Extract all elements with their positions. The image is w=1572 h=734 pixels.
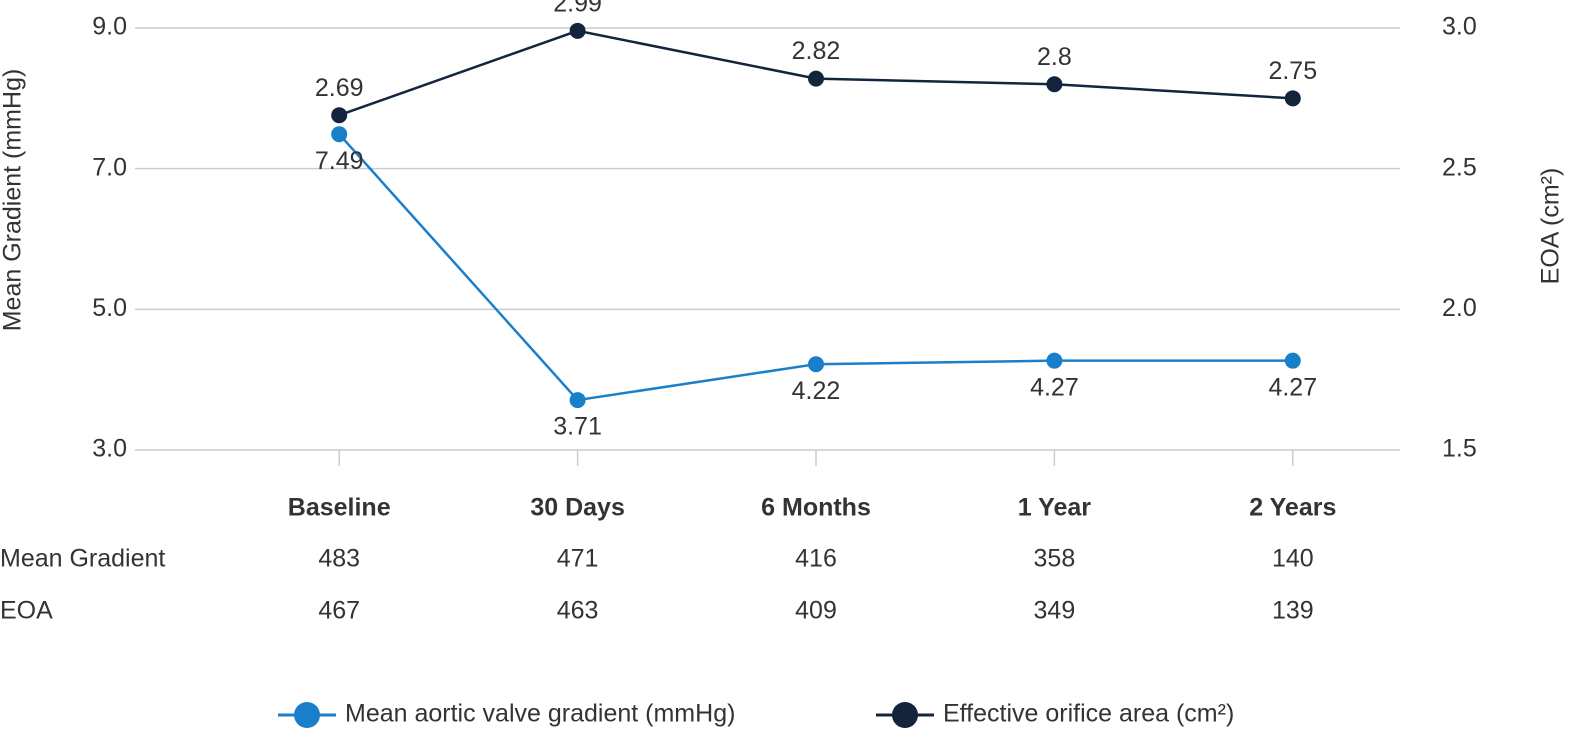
point bbox=[808, 70, 824, 87]
data-label: 2.99 bbox=[553, 0, 602, 17]
table-cell: 409 bbox=[795, 597, 837, 625]
x-tick-label: 30 Days bbox=[530, 494, 625, 522]
table-cell: 358 bbox=[1034, 545, 1076, 573]
data-label: 2.82 bbox=[792, 37, 841, 65]
x-tick-label: Baseline bbox=[288, 494, 391, 522]
y2-axis-title: EOA (cm²) bbox=[1537, 168, 1565, 285]
table-row-label: Mean Gradient bbox=[0, 545, 165, 573]
table-cell: 463 bbox=[557, 597, 599, 625]
table-cell: 471 bbox=[557, 545, 599, 573]
point bbox=[1046, 76, 1063, 93]
y2-tick-label: 2.0 bbox=[1442, 294, 1477, 322]
legend-label: Effective orifice area (cm²) bbox=[943, 700, 1234, 728]
data-label: 4.22 bbox=[792, 377, 841, 405]
data-label: 7.49 bbox=[315, 147, 364, 175]
y2-tick-label: 3.0 bbox=[1442, 13, 1477, 41]
point bbox=[1284, 90, 1301, 107]
data-label: 4.27 bbox=[1030, 373, 1079, 401]
point bbox=[569, 22, 586, 39]
point bbox=[331, 126, 348, 143]
y-tick-label: 3.0 bbox=[92, 435, 127, 463]
point bbox=[569, 392, 586, 409]
table-cell: 349 bbox=[1034, 597, 1076, 625]
y-tick-label: 7.0 bbox=[92, 153, 127, 181]
x-tick-label: 1 Year bbox=[1018, 494, 1092, 522]
table-row-label: EOA bbox=[0, 597, 53, 625]
table-cell: 139 bbox=[1272, 597, 1314, 625]
legend-marker bbox=[294, 702, 320, 728]
point bbox=[331, 107, 348, 124]
data-label: 2.8 bbox=[1037, 43, 1072, 71]
y-tick-label: 9.0 bbox=[92, 13, 127, 41]
point bbox=[1284, 352, 1301, 369]
y-axis-title: Mean Gradient (mmHg) bbox=[0, 69, 27, 332]
table-cell: 140 bbox=[1272, 545, 1314, 573]
table-cell: 416 bbox=[795, 545, 837, 573]
table-cell: 467 bbox=[318, 597, 360, 625]
y2-tick-label: 2.5 bbox=[1442, 153, 1477, 181]
point bbox=[1046, 352, 1063, 369]
data-label: 2.69 bbox=[315, 74, 364, 102]
legend-marker bbox=[892, 702, 918, 728]
data-label: 3.71 bbox=[553, 413, 602, 441]
point bbox=[808, 356, 824, 373]
data-label: 4.27 bbox=[1268, 373, 1317, 401]
legend-label: Mean aortic valve gradient (mmHg) bbox=[345, 700, 735, 728]
y2-tick-label: 1.5 bbox=[1442, 435, 1477, 463]
y-tick-label: 5.0 bbox=[92, 294, 127, 322]
x-tick-label: 2 Years bbox=[1249, 494, 1336, 522]
x-tick-label: 6 Months bbox=[761, 494, 871, 522]
data-label: 2.75 bbox=[1268, 57, 1317, 85]
table-cell: 483 bbox=[318, 545, 360, 573]
